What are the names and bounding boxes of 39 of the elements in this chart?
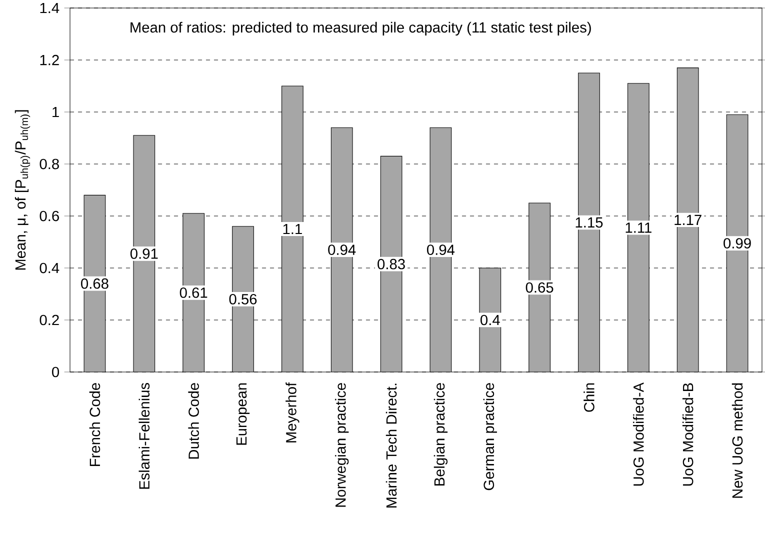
y-tick-label: 0.4 bbox=[40, 262, 60, 274]
y-tick-label: 1 bbox=[52, 106, 59, 118]
data-label: 1.1 bbox=[283, 224, 302, 234]
bar bbox=[281, 86, 304, 372]
x-tick-label: French Code bbox=[89, 383, 100, 466]
data-label: 0.68 bbox=[81, 278, 108, 289]
y-tick-label: 0.2 bbox=[40, 314, 59, 326]
y-axis-title: Mean, μ, of [P$_{uh(p)}$/P$_{uh(m)}$] bbox=[14, 110, 30, 270]
x-tick-label: Chin bbox=[584, 383, 594, 412]
x-tick-label: German practice bbox=[483, 383, 497, 490]
data-label: 0.65 bbox=[526, 282, 554, 293]
bar bbox=[627, 83, 650, 372]
data-label: 0.94 bbox=[328, 244, 356, 255]
data-label: 1.15 bbox=[576, 217, 603, 228]
x-tick-label: New UoG method bbox=[732, 383, 743, 498]
y-tick-label: 1.4 bbox=[40, 2, 60, 14]
data-label: 1.17 bbox=[674, 214, 702, 225]
x-tick-label: UoG Modified-A bbox=[633, 382, 644, 486]
x-tick-label: Dutch Code bbox=[188, 383, 199, 459]
data-label: 1.11 bbox=[626, 222, 652, 233]
y-tick-label: 0 bbox=[52, 366, 60, 378]
y-tick-label: 1.2 bbox=[40, 54, 59, 66]
x-tick-label: Belgian practice bbox=[434, 383, 448, 486]
data-label: 0.4 bbox=[480, 314, 500, 326]
data-label: 0.61 bbox=[180, 288, 208, 298]
data-label: 0.91 bbox=[130, 248, 158, 259]
x-tick-label: Norwegian practice bbox=[335, 383, 349, 507]
text: Mean of ratios: predicted to measured pile capacity (11 static test piles) bbox=[130, 22, 591, 36]
data-label: 0.99 bbox=[724, 238, 751, 248]
y-tick-label: 0.8 bbox=[40, 158, 59, 170]
x-tick-label: UoG Modified-B bbox=[682, 383, 694, 486]
data-label: 0.94 bbox=[427, 244, 455, 255]
y-tick-label: 0.6 bbox=[40, 210, 59, 222]
data-label: 0.56 bbox=[229, 294, 257, 304]
x-tick-label: Eslami-Fellenius bbox=[138, 382, 150, 489]
x-tick-label: European bbox=[236, 383, 250, 445]
data-label: 0.83 bbox=[378, 258, 405, 270]
x-tick-label: Meyerhof bbox=[286, 382, 300, 442]
x-tick-label: Marine Tech Direct. bbox=[386, 384, 397, 508]
